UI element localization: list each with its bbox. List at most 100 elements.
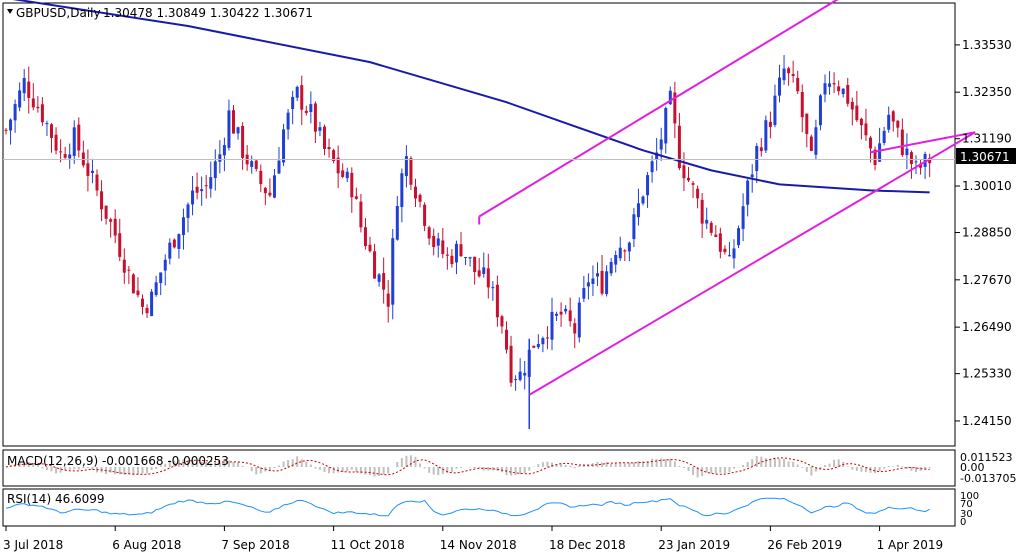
candle [286, 108, 290, 140]
candle [22, 69, 26, 101]
y-tick-label: 1.30010 [962, 179, 1012, 193]
candle [477, 258, 481, 278]
current-price-box [956, 148, 1016, 164]
candle [4, 127, 8, 135]
y-tick-label: 1.32350 [962, 85, 1012, 99]
candle [209, 161, 213, 198]
candle [459, 232, 463, 258]
candle [705, 207, 709, 230]
candle [646, 171, 650, 208]
candle [586, 273, 590, 300]
candle [673, 81, 677, 139]
candle [186, 202, 190, 233]
candle [573, 318, 577, 349]
candle [68, 143, 72, 169]
candle [723, 245, 727, 255]
candle [555, 311, 559, 322]
candle [31, 83, 35, 111]
candle [923, 151, 927, 179]
candle [818, 93, 822, 131]
main-panel-frame [2, 2, 956, 447]
current-price-label: 1.30671 [960, 150, 1010, 164]
candle [63, 146, 67, 160]
candle [245, 145, 249, 171]
candle [568, 297, 572, 327]
candle [737, 225, 741, 249]
candle [232, 105, 235, 134]
candle [550, 297, 554, 351]
candle [873, 146, 877, 171]
candle [254, 159, 258, 172]
candle [36, 96, 40, 113]
overlay-lines [3, 0, 976, 396]
candle [582, 275, 586, 303]
candle [172, 238, 176, 249]
candlestick-series [4, 55, 932, 429]
candle [441, 227, 445, 259]
candle [668, 86, 672, 106]
candle [664, 106, 668, 154]
candle [95, 169, 99, 197]
candle [259, 164, 263, 193]
candle [241, 122, 245, 170]
candle [878, 127, 882, 162]
candle [104, 205, 108, 225]
candle [778, 64, 781, 103]
candle [541, 336, 545, 353]
candle [596, 262, 599, 287]
candle [200, 176, 204, 206]
candle [687, 167, 690, 182]
candle [318, 121, 322, 137]
channel-extension-line [870, 131, 976, 154]
candle [696, 185, 700, 209]
candle [250, 155, 254, 174]
candle [154, 275, 158, 297]
rsi-tick-70: 70 [960, 499, 973, 510]
macd-label: MACD(12,26,9) -0.001668 -0.000253 [7, 454, 229, 468]
candle [577, 297, 581, 343]
candle [545, 326, 549, 350]
candle [746, 179, 750, 217]
channel-upper-line [478, 0, 839, 218]
candle [450, 249, 454, 268]
candle [909, 150, 913, 179]
candle [823, 74, 827, 103]
candle [905, 133, 909, 170]
candle [150, 289, 154, 317]
candle [891, 109, 895, 132]
candle [491, 281, 495, 301]
candle [536, 334, 540, 350]
candle [755, 143, 759, 184]
symbol-marker-icon [7, 9, 13, 14]
candle [309, 91, 313, 124]
candle [277, 146, 281, 174]
candle [54, 127, 58, 155]
rsi-tick-30: 30 [960, 509, 973, 520]
rsi-tick-0: 0 [960, 517, 966, 528]
candle [181, 208, 185, 250]
candle [787, 66, 791, 86]
candle [773, 84, 777, 128]
y-tick-label: 1.24150 [962, 414, 1012, 428]
candle [213, 149, 217, 191]
candle [418, 193, 422, 208]
candle [864, 108, 868, 141]
candle [359, 193, 363, 233]
candle [163, 254, 167, 286]
price-axis: 1.33530 1.32350 1.31190 1.30010 1.28850 1.276… [955, 38, 1012, 428]
candle [373, 243, 377, 279]
candle [641, 195, 645, 206]
candle [887, 106, 891, 133]
candle [195, 172, 199, 200]
candle [682, 152, 686, 192]
y-tick-label: 1.27670 [962, 273, 1012, 287]
candle [614, 250, 618, 273]
candle [764, 115, 768, 154]
x-tick-label: 1 Apr 2019 [877, 538, 944, 552]
candle [90, 158, 94, 184]
candle [109, 217, 113, 238]
candle [368, 236, 372, 253]
candle [122, 248, 126, 284]
